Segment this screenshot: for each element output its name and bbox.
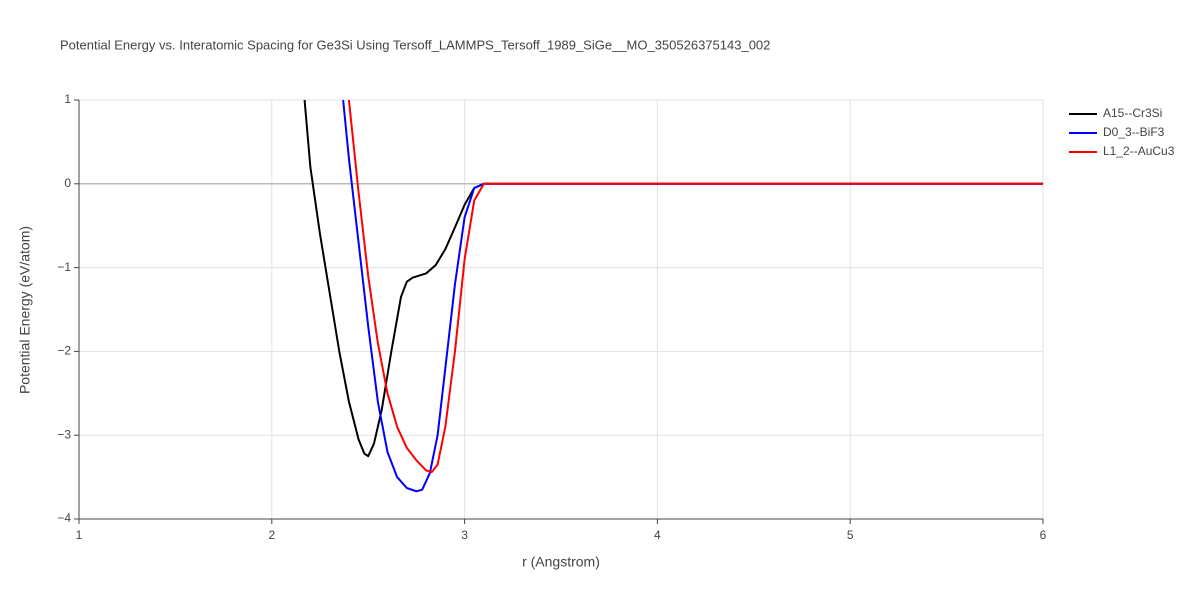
x-axis-label: r (Angstrom) (522, 554, 600, 570)
y-tick-label: −1 (57, 260, 71, 274)
line-series (342, 100, 1043, 493)
y-tick-label: −2 (57, 344, 71, 358)
line-series (303, 100, 1043, 458)
x-tick-label: 5 (847, 528, 854, 542)
plot-area (303, 100, 1043, 493)
y-tick-label: 0 (64, 176, 71, 190)
chart-title: Potential Energy vs. Interatomic Spacing… (60, 37, 770, 52)
line-series (347, 100, 1043, 474)
legend-label: A15--Cr3Si (1103, 106, 1162, 120)
y-tick-label: 1 (64, 92, 71, 106)
legend-label: D0_3--BiF3 (1103, 125, 1165, 139)
x-tick-label: 2 (268, 528, 275, 542)
x-tick-label: 6 (1040, 528, 1047, 542)
x-tick-label: 4 (654, 528, 661, 542)
y-tick-label: −4 (57, 511, 71, 525)
y-axis-label: Potential Energy (eV/atom) (17, 226, 33, 394)
x-tick-label: 1 (76, 528, 83, 542)
x-tick-label: 3 (461, 528, 468, 542)
y-tick-label: −3 (57, 427, 71, 441)
legend-label: L1_2--AuCu3 (1103, 144, 1175, 158)
